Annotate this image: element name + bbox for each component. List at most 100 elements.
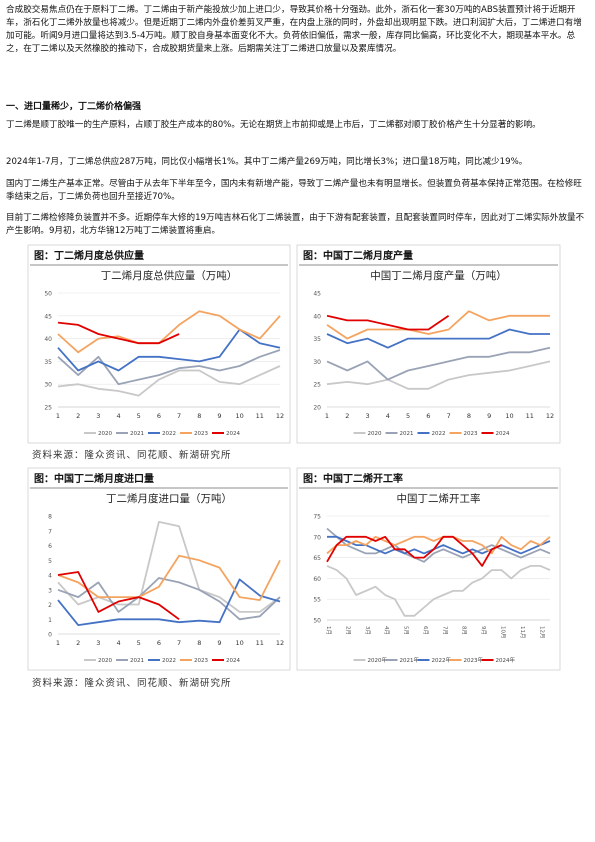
x-tick-label: 6 xyxy=(426,412,430,420)
y-tick-label: 2 xyxy=(48,602,52,609)
x-tick-label: 1 xyxy=(56,639,60,647)
y-tick-label: 60 xyxy=(313,576,321,583)
y-tick-label: 55 xyxy=(313,597,321,604)
x-tick-label: 9 xyxy=(487,412,491,420)
legend-label: 2022年 xyxy=(432,656,452,664)
y-tick-label: 45 xyxy=(313,291,321,298)
x-tick-label: 5 xyxy=(406,412,410,420)
series-line xyxy=(57,321,180,345)
paragraph: 合成胶交易焦点仍在于原料丁二烯。丁二烯由于新产能投放少加上进口少，导致其价格十分… xyxy=(6,5,582,54)
x-tick-label: 10 xyxy=(235,412,243,420)
x-tick-label: 2 xyxy=(76,639,80,647)
series-line xyxy=(326,565,551,617)
x-tick-label: 6 xyxy=(157,412,161,420)
x-tick-label: 11 xyxy=(256,639,264,647)
x-tick-label: 10月 xyxy=(500,626,507,639)
x-tick-label: 4 xyxy=(116,412,120,420)
y-tick-label: 45 xyxy=(44,313,52,320)
x-tick-label: 8 xyxy=(197,412,201,420)
series-line xyxy=(326,360,551,390)
source: 资料来源：隆众资讯、同花顺、新湖研究所 xyxy=(32,450,232,461)
x-tick-label: 11 xyxy=(526,412,534,420)
figure-caption: 图：中国丁二烯月度产量 xyxy=(303,249,413,262)
legend-label: 2020 xyxy=(98,431,112,437)
legend-label: 2023 xyxy=(194,431,208,437)
series-line xyxy=(326,314,450,331)
x-tick-label: 5 xyxy=(137,412,141,420)
x-tick-label: 11 xyxy=(256,412,264,420)
x-tick-label: 3月 xyxy=(364,626,371,635)
y-tick-label: 30 xyxy=(313,359,321,366)
x-tick-label: 1 xyxy=(56,412,60,420)
heading: 一、进口量稀少，丁二烯价格偏强 xyxy=(6,102,142,112)
paragraph: 国内丁二烯生产基本正常。尽管由于从去年下半年至今，国内未有新增产能，导致丁二烯产… xyxy=(6,179,582,202)
y-tick-label: 40 xyxy=(313,313,321,320)
x-tick-label: 12 xyxy=(276,639,284,647)
chart-title: 丁二烯月度进口量（万吨） xyxy=(106,492,232,505)
series-line xyxy=(57,365,281,397)
figure-caption: 图：丁二烯月度总供应量 xyxy=(34,249,144,262)
legend-label: 2023 xyxy=(464,431,478,437)
x-tick-label: 10 xyxy=(505,412,513,420)
x-tick-label: 8 xyxy=(197,639,201,647)
y-tick-label: 8 xyxy=(48,514,52,521)
y-tick-label: 6 xyxy=(48,543,52,550)
x-tick-label: 12 xyxy=(546,412,554,420)
x-tick-label: 1月 xyxy=(325,626,332,635)
series-line xyxy=(326,310,550,340)
y-tick-label: 3 xyxy=(48,587,52,594)
legend-label: 2021 xyxy=(400,431,414,437)
series-line xyxy=(57,578,281,626)
figure-frame xyxy=(27,467,291,671)
figure-caption: 图：中国丁二烯月度进口量 xyxy=(34,472,154,485)
x-tick-label: 11月 xyxy=(519,626,526,639)
x-tick-label: 6 xyxy=(157,639,161,647)
x-tick-label: 2月 xyxy=(344,626,351,635)
paragraph: 2024年1-7月，丁二烯总供应287万吨，同比仅小幅增长1%。其中丁二烯产量2… xyxy=(6,157,528,167)
y-tick-label: 35 xyxy=(313,336,321,343)
x-tick-label: 12月 xyxy=(538,626,545,639)
x-tick-label: 7 xyxy=(447,412,451,420)
x-tick-label: 5月 xyxy=(403,626,410,635)
legend-label: 2021年 xyxy=(400,656,420,664)
x-tick-label: 1 xyxy=(325,412,329,420)
x-tick-label: 2 xyxy=(345,412,349,420)
source: 资料来源：隆众资讯、同花顺、新湖研究所 xyxy=(32,678,232,689)
series-line xyxy=(57,310,281,354)
legend-label: 2024 xyxy=(226,431,240,437)
x-tick-label: 10 xyxy=(235,639,243,647)
x-tick-label: 7 xyxy=(177,412,181,420)
legend-label: 2024 xyxy=(226,658,240,664)
x-tick-label: 9 xyxy=(217,412,221,420)
y-tick-label: 5 xyxy=(48,558,52,565)
x-tick-label: 4 xyxy=(386,412,390,420)
legend-label: 2023 xyxy=(194,658,208,664)
figure-frame xyxy=(296,244,561,444)
legend-label: 2023年 xyxy=(464,656,484,664)
legend-label: 2020年 xyxy=(368,656,388,664)
x-tick-label: 7月 xyxy=(441,626,448,635)
x-tick-label: 3 xyxy=(365,412,369,420)
y-tick-label: 50 xyxy=(313,618,321,625)
legend-label: 2020 xyxy=(368,431,382,437)
figure-caption: 图：中国丁二烯开工率 xyxy=(303,472,403,485)
x-tick-label: 4月 xyxy=(383,626,390,635)
x-tick-label: 3 xyxy=(96,639,100,647)
x-tick-label: 7 xyxy=(177,639,181,647)
chart-title: 中国丁二烯开工率 xyxy=(397,492,481,505)
y-tick-label: 35 xyxy=(44,359,52,366)
x-tick-label: 2 xyxy=(76,412,80,420)
y-tick-label: 30 xyxy=(44,382,52,389)
y-tick-label: 50 xyxy=(44,291,52,298)
legend-label: 2020 xyxy=(98,658,112,664)
x-tick-label: 8月 xyxy=(461,626,468,635)
x-tick-label: 3 xyxy=(96,412,100,420)
x-tick-label: 4 xyxy=(116,639,120,647)
paragraph: 目前丁二烯检修降负装置并不多。近期停车大修的19万吨吉林石化丁二烯装置，由于下游… xyxy=(6,213,585,236)
x-tick-label: 8 xyxy=(467,412,471,420)
series-line xyxy=(326,527,551,563)
legend-label: 2022 xyxy=(162,658,176,664)
legend-label: 2024 xyxy=(496,431,510,437)
